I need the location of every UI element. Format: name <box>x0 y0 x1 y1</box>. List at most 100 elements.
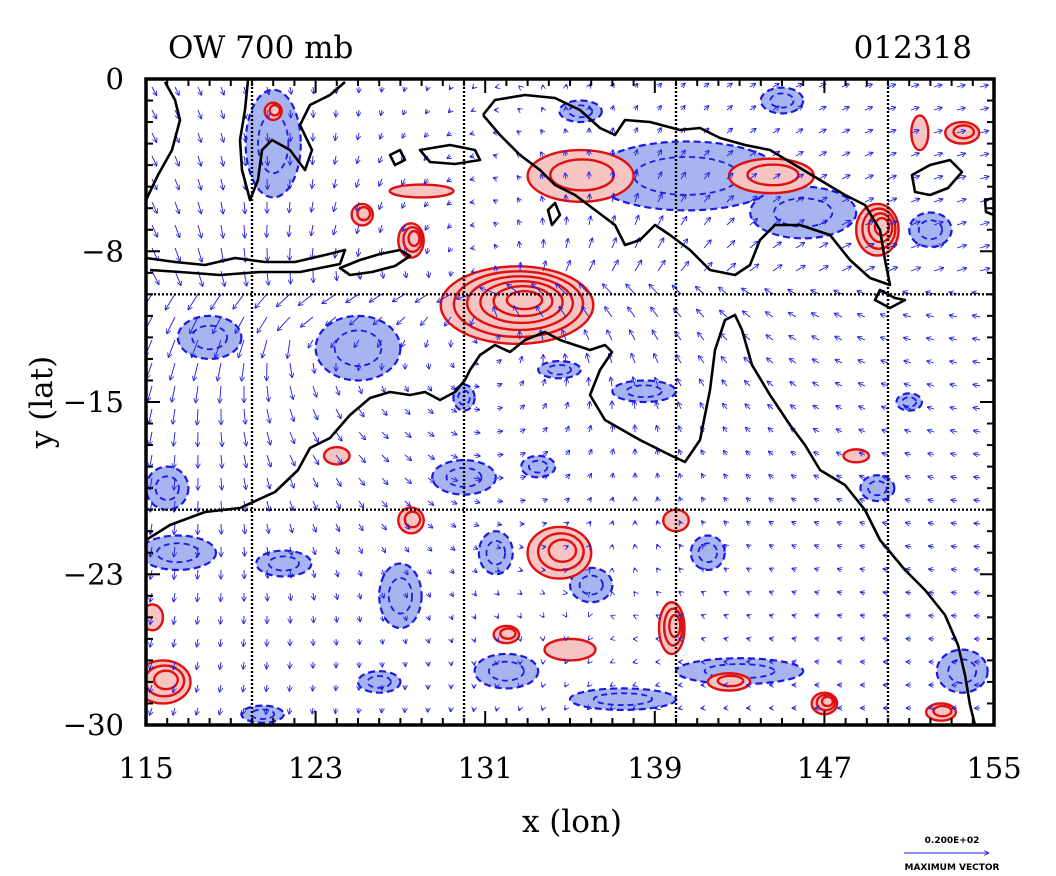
wind-vector <box>655 378 658 387</box>
wind-vector <box>244 201 245 213</box>
wind-vector <box>335 454 342 463</box>
wind-vector <box>359 615 360 621</box>
wind-vector <box>299 293 314 305</box>
wind-vector <box>818 175 826 180</box>
wind-vector <box>382 638 383 644</box>
positive-region <box>146 659 192 705</box>
wind-vector <box>289 201 290 212</box>
wind-vector <box>267 477 270 488</box>
wind-vector <box>702 498 704 501</box>
wind-vector <box>379 201 382 209</box>
wind-vector <box>928 453 935 455</box>
wind-vector <box>174 523 175 534</box>
wind-vector <box>450 87 451 89</box>
wind-vector <box>726 106 732 110</box>
wind-vector <box>841 152 849 156</box>
wind-vector <box>381 477 388 484</box>
wind-vector <box>174 155 179 166</box>
wind-vector <box>933 130 942 133</box>
negative-contour-outer <box>895 392 924 412</box>
wind-vector <box>861 638 865 639</box>
wind-vector <box>174 270 181 285</box>
wind-vector <box>507 285 521 295</box>
wind-vector <box>541 175 543 179</box>
wind-vector <box>197 569 198 579</box>
wind-vector <box>289 684 290 691</box>
wind-vector <box>221 132 223 142</box>
wind-vector <box>814 429 820 432</box>
wind-vector <box>520 357 522 364</box>
x-tick-label: 123 <box>288 751 343 785</box>
wind-vector <box>236 316 245 333</box>
wind-vector <box>834 291 843 294</box>
wind-vector <box>815 569 819 570</box>
wind-vector <box>556 284 567 295</box>
wind-vector <box>356 201 359 210</box>
wind-vector <box>381 408 387 415</box>
wind-vector <box>221 224 223 237</box>
wind-vector <box>702 521 704 524</box>
wind-vector <box>358 408 364 416</box>
negative-contour-outer <box>176 314 243 361</box>
wind-vector <box>813 382 820 386</box>
wind-vector <box>744 358 751 364</box>
wind-vector <box>626 284 636 295</box>
wind-vector <box>861 546 865 547</box>
wind-vector <box>887 176 896 179</box>
wind-vector <box>543 404 546 410</box>
wind-vector <box>657 615 658 616</box>
wind-vector <box>426 224 428 230</box>
wind-vector <box>928 384 935 386</box>
wind-vector <box>951 454 958 455</box>
wind-vector <box>239 339 245 357</box>
negative-region <box>749 185 858 240</box>
wind-vector <box>174 546 175 556</box>
wind-vector <box>956 131 965 133</box>
wind-vector <box>151 86 156 95</box>
wind-vector <box>166 293 176 309</box>
wind-vector <box>749 106 755 110</box>
wind-vector <box>497 639 498 641</box>
wind-vector <box>589 107 590 110</box>
wind-vector <box>979 131 988 133</box>
wind-vector <box>243 707 244 714</box>
cape-york-coastline <box>873 288 907 310</box>
wind-vector <box>403 110 405 114</box>
time-label: 012318 <box>854 30 972 66</box>
wind-vector <box>335 500 340 508</box>
wind-vector <box>518 109 520 110</box>
wind-vector <box>565 354 566 364</box>
y-tick-label: 0 <box>106 62 124 96</box>
wind-vector <box>770 638 773 639</box>
wind-vector <box>772 174 780 180</box>
wind-vector <box>543 593 544 594</box>
wind-vector <box>635 106 637 110</box>
wind-vector <box>334 178 336 187</box>
wind-vector <box>835 337 843 340</box>
wind-vector <box>612 172 613 180</box>
wind-vector <box>312 707 313 713</box>
wind-vector <box>635 194 638 203</box>
wind-vector <box>635 150 637 157</box>
wind-vector <box>633 378 635 387</box>
wind-vector <box>520 570 522 571</box>
wind-vector <box>311 201 313 212</box>
wind-vector <box>837 452 843 455</box>
wind-vector <box>405 385 408 391</box>
wind-vector <box>769 428 774 432</box>
wind-vector <box>928 430 935 432</box>
positive-contour-ring <box>910 114 930 152</box>
wind-vector <box>772 106 779 110</box>
wind-vector <box>588 685 589 686</box>
wind-vector <box>927 315 935 317</box>
wind-vector <box>841 244 850 249</box>
wind-vector <box>471 316 474 325</box>
negative-region <box>895 392 924 412</box>
wind-vector <box>174 477 175 489</box>
wind-vector <box>726 174 733 180</box>
wind-vector <box>861 592 865 593</box>
wind-vector <box>244 408 245 424</box>
positive-contour-ring <box>932 704 953 718</box>
wind-vector <box>841 221 850 226</box>
wind-vector <box>311 224 313 235</box>
